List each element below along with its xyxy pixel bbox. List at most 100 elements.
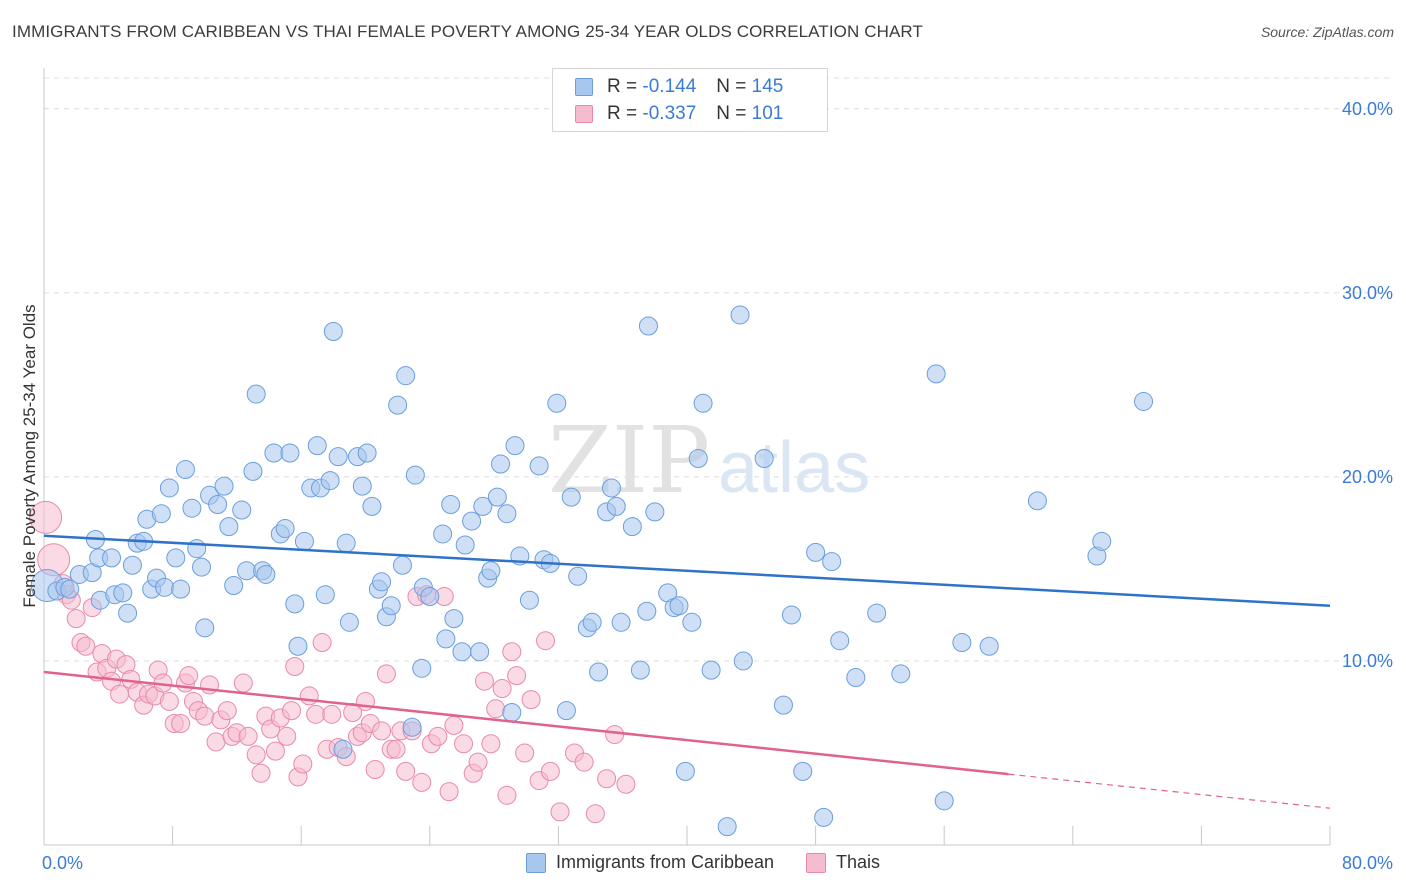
- caribbean-point: [151, 504, 171, 524]
- caribbean-point: [601, 478, 621, 498]
- caribbean-point: [1134, 391, 1154, 411]
- thai-point: [536, 631, 556, 651]
- legend-item-caribbean[interactable]: Immigrants from Caribbean: [525, 852, 775, 873]
- caribbean-point: [519, 590, 539, 610]
- caribbean-point: [381, 596, 401, 616]
- thai-point: [428, 726, 448, 746]
- caribbean-point: [412, 658, 432, 678]
- caribbean-point: [155, 577, 175, 597]
- caribbean-point: [60, 579, 80, 599]
- caribbean-point: [733, 651, 753, 671]
- caribbean-point: [952, 633, 972, 653]
- caribbean-point: [357, 443, 377, 463]
- caribbean-point: [822, 552, 842, 572]
- thai-point: [605, 725, 625, 745]
- caribbean-point: [208, 495, 228, 515]
- thai-point: [386, 739, 406, 759]
- r-label: R =: [607, 76, 638, 97]
- thai-point: [312, 633, 332, 653]
- thai-point: [322, 704, 342, 724]
- thai-point: [597, 769, 617, 789]
- caribbean-point: [645, 502, 665, 522]
- caribbean-point: [288, 636, 308, 656]
- thai-point: [171, 714, 191, 734]
- caribbean-point: [275, 518, 295, 538]
- thai-point: [574, 752, 594, 772]
- y-tick-label: 30.0%: [1342, 283, 1393, 303]
- thai-point: [306, 704, 326, 724]
- caribbean-point: [392, 555, 412, 575]
- trend-line-thais: [43, 670, 1009, 776]
- caribbean-point: [846, 668, 866, 688]
- caribbean-point: [294, 531, 314, 551]
- caribbean-point: [256, 564, 276, 584]
- thai-point: [454, 734, 474, 754]
- caribbean-point: [497, 504, 517, 524]
- caribbean-point: [611, 612, 631, 632]
- caribbean-point: [285, 594, 305, 614]
- caribbean-point: [688, 449, 708, 468]
- caribbean-point: [264, 443, 284, 463]
- thai-point: [233, 673, 253, 693]
- thai-point: [238, 726, 258, 746]
- caribbean-point: [402, 717, 422, 737]
- thai-point: [444, 715, 464, 735]
- n-label: N =: [716, 103, 747, 124]
- caribbean-point: [669, 596, 689, 616]
- thai-point: [474, 671, 494, 691]
- caribbean-point: [219, 517, 239, 537]
- caribbean-point: [701, 660, 721, 680]
- caribbean-point: [159, 478, 179, 498]
- thai-point: [246, 745, 266, 765]
- thai-point: [492, 679, 512, 699]
- caribbean-point: [1092, 531, 1112, 551]
- caribbean-point: [561, 487, 581, 507]
- caribbean-point: [830, 631, 850, 651]
- caribbean-point: [717, 817, 737, 837]
- axis-labels: 10.0% 20.0% 30.0% 40.0% 0.0% 80.0% Female Pove…: [20, 99, 1393, 873]
- caribbean-point: [487, 487, 507, 507]
- thai-point: [521, 690, 541, 710]
- caribbean-point: [102, 548, 122, 568]
- legend-label-caribbean: Immigrants from Caribbean: [555, 852, 775, 872]
- thai-point: [285, 656, 305, 676]
- thai-point: [159, 691, 179, 711]
- y-tick-label: 20.0%: [1342, 467, 1393, 487]
- caribbean-point: [793, 761, 813, 781]
- caribbean-point: [224, 575, 244, 595]
- x-tick-label: 80.0%: [1342, 853, 1393, 873]
- thai-point: [265, 741, 285, 761]
- thai-point: [282, 701, 302, 721]
- thai-point: [439, 782, 459, 802]
- caribbean-point: [462, 511, 482, 531]
- thai-point: [376, 664, 396, 684]
- r-value-thais: -0.337: [642, 103, 697, 124]
- thai-point: [515, 743, 535, 763]
- thai-point: [110, 684, 130, 704]
- stats-row-caribbean: R = -0.144 N = 145: [575, 75, 783, 99]
- caribbean-point: [122, 555, 142, 575]
- caribbean-point: [926, 364, 946, 384]
- caribbean-point: [556, 701, 576, 721]
- caribbean-point: [547, 393, 567, 413]
- trend-line-caribbean: [43, 534, 1331, 607]
- caribbean-point: [473, 496, 493, 516]
- caribbean-point: [568, 566, 588, 586]
- caribbean-point: [452, 642, 472, 662]
- caribbean-point: [372, 572, 392, 592]
- caribbean-swatch: [575, 78, 593, 96]
- trend-lines: [43, 534, 1331, 809]
- caribbean-point: [505, 436, 525, 456]
- caribbean-point: [246, 384, 266, 404]
- caribbean-point: [675, 761, 695, 781]
- caribbean-point: [682, 612, 702, 632]
- legend-item-thais[interactable]: Thais: [806, 852, 880, 873]
- thai-point: [468, 752, 488, 772]
- n-value-caribbean: 145: [751, 76, 784, 97]
- x-tick-label: 0.0%: [42, 853, 83, 873]
- caribbean-point: [323, 322, 343, 342]
- caribbean-point: [328, 447, 348, 467]
- caribbean-point: [336, 533, 356, 553]
- caribbean-point: [781, 605, 801, 625]
- caribbean-legend-swatch: [525, 852, 546, 873]
